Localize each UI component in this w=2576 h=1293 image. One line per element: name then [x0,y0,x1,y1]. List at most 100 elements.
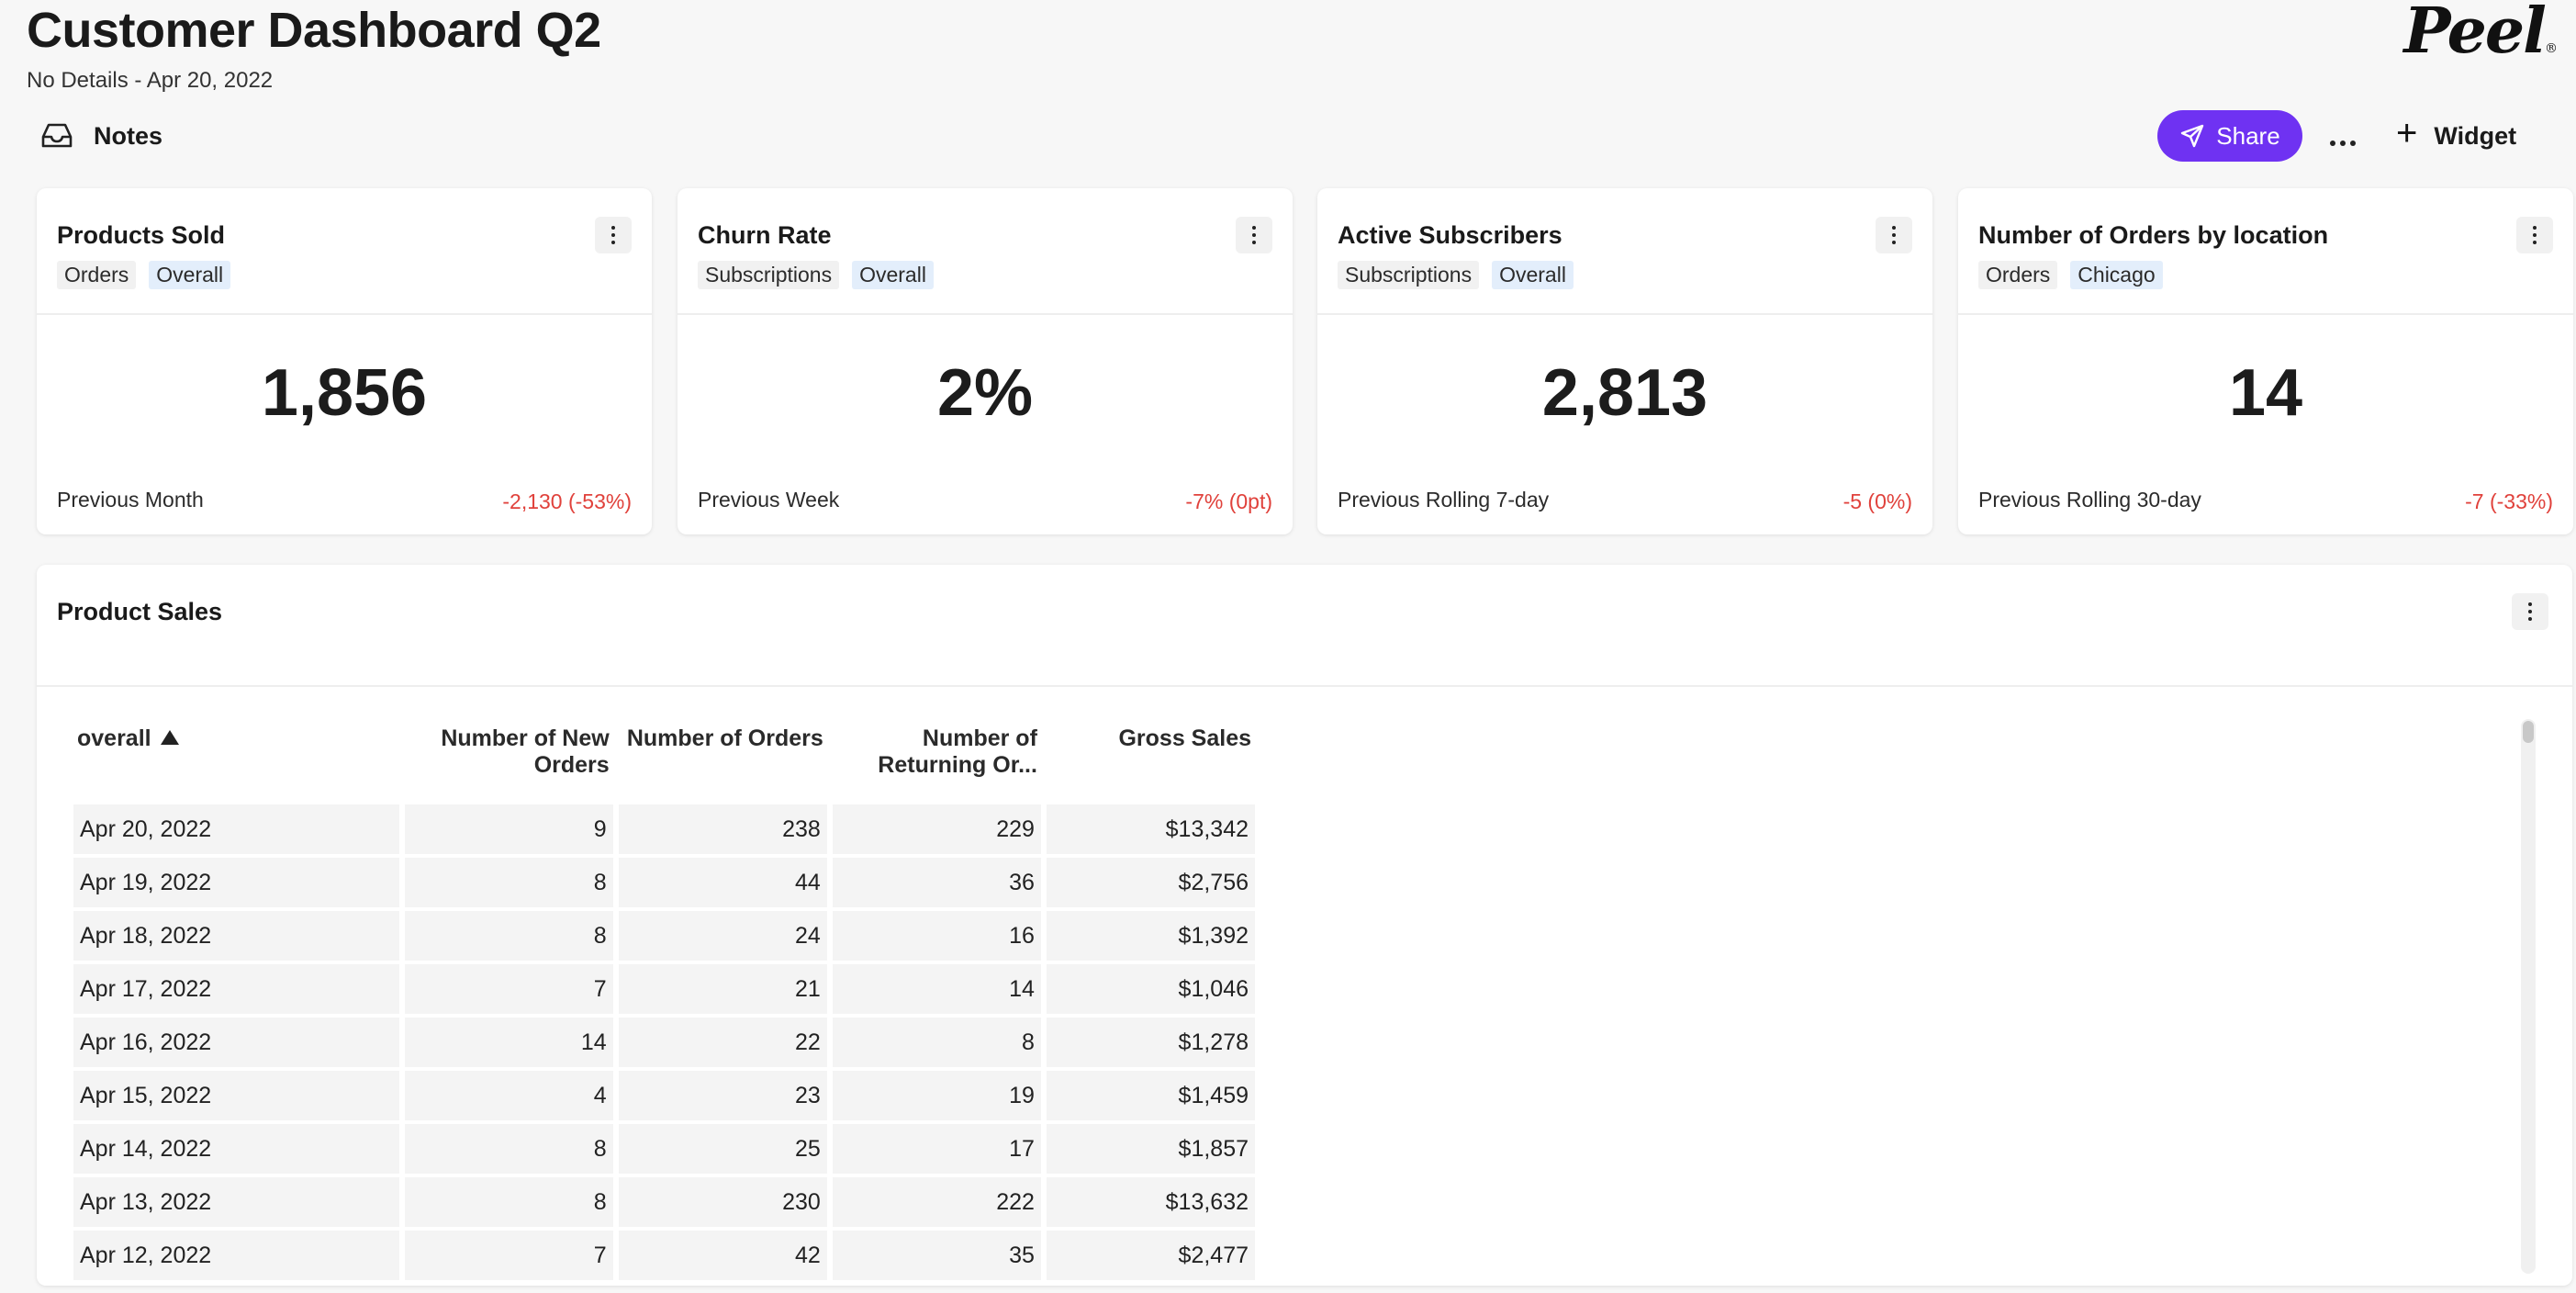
cell-gross-sales: $2,756 [1046,858,1256,907]
tag: Orders [1978,261,2058,289]
card-tags: Subscriptions Overall [698,261,934,289]
card-title: Products Sold [57,221,226,249]
table-row[interactable]: Apr 12, 2022 7 42 35 $2,477 [71,1229,1258,1282]
table-row[interactable]: Apr 17, 2022 7 21 14 $1,046 [71,962,1258,1016]
cell-new-orders: 8 [404,911,613,961]
share-label: Share [2216,121,2280,150]
add-widget-button[interactable]: + Widget [2396,112,2516,160]
cell-gross-sales: $1,392 [1046,911,1256,961]
kpi-card-active-subscribers: Active Subscribers Subscriptions Overall… [1317,188,1932,534]
cell-date: Apr 18, 2022 [73,911,399,961]
cell-date: Apr 13, 2022 [73,1177,399,1227]
page-subtitle: No Details - Apr 20, 2022 [27,68,274,93]
divider [678,313,1293,315]
cell-returning-orders: 36 [832,858,1041,907]
kebab-vertical-icon [1252,226,1256,230]
tag: Subscriptions [1338,261,1480,289]
kebab-vertical-icon [1252,233,1256,237]
table-row[interactable]: Apr 16, 2022 14 22 8 $1,278 [71,1016,1258,1069]
cell-gross-sales: $1,278 [1046,1018,1256,1067]
tag: Subscriptions [698,261,840,289]
cell-returning-orders: 35 [832,1231,1041,1280]
comparison-label: Previous Month [57,488,204,512]
panel-menu-button[interactable] [2512,593,2548,630]
notes-label: Notes [94,121,163,150]
divider [1958,313,2573,315]
table-row[interactable]: Apr 18, 2022 8 24 16 $1,392 [71,909,1258,962]
card-menu-button[interactable] [1876,217,1912,253]
table-row[interactable]: Apr 15, 2022 4 23 19 $1,459 [71,1069,1258,1122]
notes-button[interactable]: Notes [40,114,162,158]
cell-gross-sales: $13,632 [1046,1177,1256,1227]
cell-gross-sales: $1,459 [1046,1071,1256,1120]
cell-date: Apr 19, 2022 [73,858,399,907]
kpi-card-churn-rate: Churn Rate Subscriptions Overall 2% Prev… [678,188,1293,534]
kebab-vertical-icon [2528,617,2532,621]
brand-logo: Peel® [2403,0,2558,68]
table-row[interactable]: Apr 19, 2022 8 44 36 $2,756 [71,856,1258,909]
vertical-scrollbar[interactable] [2521,719,2536,1274]
cell-orders: 24 [618,911,827,961]
metric-value: 2% [936,356,1034,430]
metric-value: 14 [2228,356,2303,430]
kebab-vertical-icon [1252,241,1256,244]
comparison-delta: -5 (0%) [1842,489,1912,513]
more-options-button[interactable] [2323,118,2363,158]
scrollbar-thumb[interactable] [2523,721,2534,743]
cell-orders: 22 [618,1018,827,1067]
card-tags: Orders Overall [57,261,231,289]
cell-date: Apr 14, 2022 [73,1124,399,1174]
cell-returning-orders: 19 [832,1071,1041,1120]
table-row[interactable]: Apr 20, 2022 9 238 229 $13,342 [71,803,1258,856]
panel-title: Product Sales [57,598,223,625]
ellipsis-dot [2340,141,2346,146]
tag: Overall [149,261,231,289]
paper-plane-icon [2181,124,2204,148]
cell-new-orders: 14 [404,1018,613,1067]
cell-orders: 238 [618,804,827,854]
column-header-new-orders[interactable]: Number of New Orders [441,725,610,778]
kebab-vertical-icon [611,241,615,244]
comparison-label: Previous Week [698,488,840,512]
kebab-vertical-icon [2528,610,2532,613]
cell-new-orders: 8 [404,858,613,907]
kebab-vertical-icon [611,233,615,237]
cell-gross-sales: $2,477 [1046,1231,1256,1280]
card-title: Number of Orders by location [1978,221,2329,249]
cell-orders: 25 [618,1124,827,1174]
brand-logo-text: Peel [2403,0,2547,68]
column-header-returning-orders[interactable]: Number of Returning Or... [878,725,1037,778]
ellipsis-dot [2330,141,2335,146]
kebab-vertical-icon [1892,226,1896,230]
divider [37,313,652,315]
column-header-gross-sales[interactable]: Gross Sales [1118,725,1252,751]
card-menu-button[interactable] [1236,217,1272,253]
card-title: Churn Rate [698,221,832,249]
cell-gross-sales: $1,046 [1046,964,1256,1014]
column-header-overall[interactable]: overall [71,725,402,803]
cell-new-orders: 8 [404,1177,613,1227]
kpi-card-orders-by-location: Number of Orders by location Orders Chic… [1958,188,2573,534]
product-sales-table: overall Number of New Orders Number of O… [71,725,1258,1282]
cell-orders: 44 [618,858,827,907]
cell-orders: 230 [618,1177,827,1227]
share-button[interactable]: Share [2157,110,2302,162]
divider [37,685,2572,687]
column-header-orders[interactable]: Number of Orders [626,725,823,751]
cell-new-orders: 8 [404,1124,613,1174]
cell-returning-orders: 17 [832,1124,1041,1174]
cell-date: Apr 17, 2022 [73,964,399,1014]
table-header: overall Number of New Orders Number of O… [71,725,1258,803]
table-row[interactable]: Apr 14, 2022 8 25 17 $1,857 [71,1122,1258,1175]
cell-date: Apr 15, 2022 [73,1071,399,1120]
cell-new-orders: 7 [404,964,613,1014]
cell-gross-sales: $1,857 [1046,1124,1256,1174]
product-sales-panel: Product Sales overall Number of New Orde… [37,565,2572,1286]
table-row[interactable]: Apr 13, 2022 8 230 222 $13,632 [71,1175,1258,1229]
card-menu-button[interactable] [2516,217,2553,253]
comparison-label: Previous Rolling 30-day [1978,488,2201,512]
kebab-vertical-icon [1892,241,1896,244]
cell-date: Apr 20, 2022 [73,804,399,854]
card-menu-button[interactable] [595,217,632,253]
